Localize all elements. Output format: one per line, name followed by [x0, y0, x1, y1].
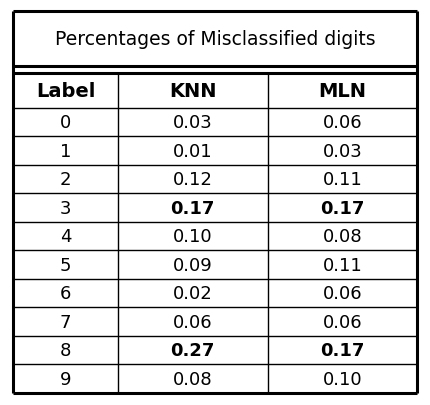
Text: 0.09: 0.09 [173, 256, 213, 274]
Text: 0.06: 0.06 [322, 114, 362, 132]
Text: 0.08: 0.08 [322, 228, 362, 245]
Text: 1: 1 [60, 142, 71, 160]
Text: 0.27: 0.27 [171, 341, 215, 359]
Text: 4: 4 [60, 228, 71, 245]
Text: 0.02: 0.02 [173, 284, 213, 302]
Text: 0.01: 0.01 [173, 142, 212, 160]
Text: 0.03: 0.03 [322, 142, 362, 160]
Text: 0.12: 0.12 [173, 171, 213, 189]
Text: 2: 2 [60, 171, 71, 189]
Text: 8: 8 [60, 341, 71, 359]
Text: 0.17: 0.17 [320, 341, 365, 359]
Text: 9: 9 [60, 370, 71, 388]
Text: 3: 3 [60, 199, 71, 217]
Text: 0.11: 0.11 [322, 171, 362, 189]
Text: 0.17: 0.17 [320, 199, 365, 217]
Text: 0: 0 [60, 114, 71, 132]
Text: 0.08: 0.08 [173, 370, 212, 388]
Text: 0.11: 0.11 [322, 256, 362, 274]
Text: 0.10: 0.10 [173, 228, 212, 245]
Text: 7: 7 [60, 313, 71, 331]
Text: Percentages of Misclassified digits: Percentages of Misclassified digits [55, 30, 375, 49]
Text: 5: 5 [60, 256, 71, 274]
Text: 0.17: 0.17 [171, 199, 215, 217]
Text: Label: Label [36, 82, 95, 101]
Text: 0.06: 0.06 [322, 313, 362, 331]
Text: 0.06: 0.06 [322, 284, 362, 302]
Text: 6: 6 [60, 284, 71, 302]
Text: 0.10: 0.10 [322, 370, 362, 388]
Text: 0.03: 0.03 [173, 114, 213, 132]
Text: KNN: KNN [169, 82, 217, 101]
Text: 0.06: 0.06 [173, 313, 212, 331]
Text: MLN: MLN [318, 82, 366, 101]
